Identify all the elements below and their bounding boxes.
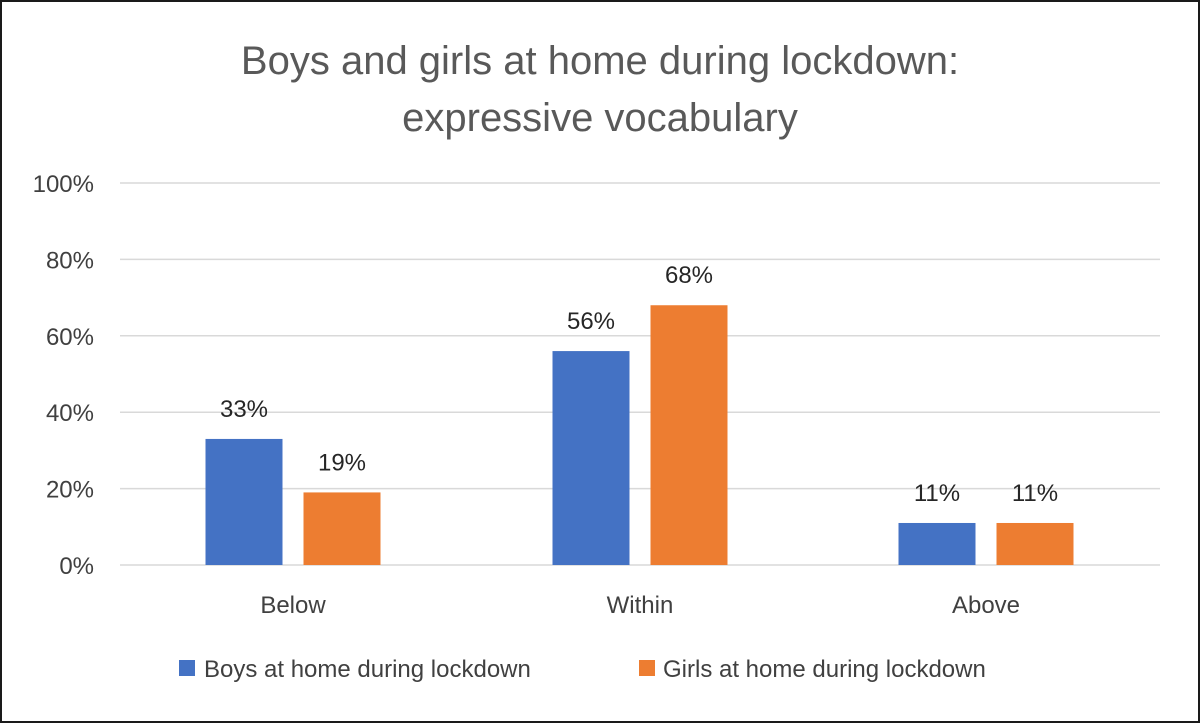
data-labels: 33% 19% 56% 68% 11% 11% (220, 262, 1058, 507)
bar-above-series-2 (996, 522, 1074, 565)
chart-title-line-2: expressive vocabulary (402, 96, 798, 140)
bar-within-series-1 (552, 351, 630, 565)
y-tick-label: 60% (46, 324, 94, 351)
x-category-label: Below (260, 592, 326, 619)
legend: Boys at home during lockdown Girls at hom… (179, 656, 986, 683)
data-label: 11% (914, 480, 960, 507)
bar-within-series-2 (650, 305, 728, 565)
x-axis-category-labels: Below Within Above (260, 592, 1020, 619)
bar-above-series-1 (898, 522, 976, 565)
legend-label: Boys at home during lockdown (204, 656, 531, 683)
bar-below-series-2 (303, 492, 381, 565)
legend-swatch (179, 660, 195, 676)
y-tick-label: 40% (46, 400, 94, 427)
legend-label: Girls at home during lockdown (663, 656, 986, 683)
gridlines (120, 182, 1160, 566)
y-tick-label: 100% (33, 171, 94, 198)
chart-title: Boys and girls at home during lockdown: … (241, 39, 959, 140)
bar-below-series-1 (205, 438, 283, 565)
legend-item: Boys at home during lockdown (179, 656, 531, 683)
data-label: 33% (220, 396, 268, 423)
legend-item: Girls at home during lockdown (639, 656, 986, 683)
y-tick-label: 80% (46, 247, 94, 274)
bars (205, 305, 1074, 565)
legend-swatch (639, 660, 655, 676)
data-label: 68% (665, 262, 713, 289)
y-tick-label: 20% (46, 477, 94, 504)
chart-title-line-1: Boys and girls at home during lockdown: (241, 39, 959, 83)
data-label: 19% (318, 449, 366, 476)
data-label: 11% (1012, 480, 1058, 507)
x-category-label: Within (607, 592, 674, 619)
x-category-label: Above (952, 592, 1020, 619)
y-axis-tick-labels: 0% 20% 40% 60% 80% 100% (33, 171, 94, 580)
data-label: 56% (567, 308, 615, 335)
y-tick-label: 0% (59, 553, 94, 580)
